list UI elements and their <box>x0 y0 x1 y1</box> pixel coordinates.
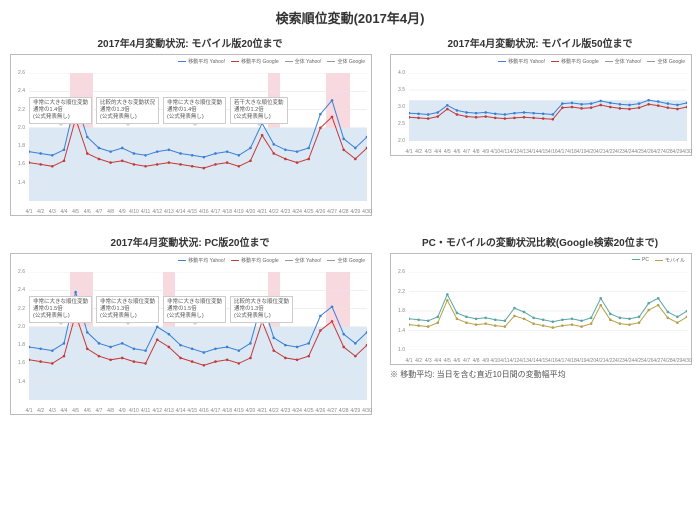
panel-mob20: 2017年4月変動状況: モバイル版20位まで 移動平均 Yahoo!移動平均 … <box>10 35 370 216</box>
callout: 比較的大きな変動状況通常の1.3倍(公式発表無し) <box>96 97 159 124</box>
legend-item: PC <box>632 257 649 264</box>
legend-item: 全体 Google <box>647 58 685 65</box>
legend-item: 移動平均 Yahoo! <box>178 58 225 65</box>
legend-item: 移動平均 Google <box>231 58 279 65</box>
chart-mob50: 移動平均 Yahoo! 移動平均 Google 全体 Yahoo! 全体 Google… <box>390 54 692 156</box>
panel-title-pc20: 2017年4月変動状況: PC版20位まで <box>10 234 370 249</box>
panel-pc20: 2017年4月変動状況: PC版20位まで 移動平均 Yahoo! 移動平均 Go… <box>10 234 370 415</box>
legend-item: 移動平均 Yahoo! <box>178 257 225 264</box>
footnote: ※ 移動平均: 当日を含む直近10日間の変動幅平均 <box>390 369 690 380</box>
panel-title-mob20: 2017年4月変動状況: モバイル版20位まで <box>10 35 370 50</box>
legend-item: 全体 Google <box>327 257 365 264</box>
chart-grid: 2017年4月変動状況: モバイル版20位まで 移動平均 Yahoo!移動平均 … <box>10 35 690 415</box>
legend-item: 全体 Google <box>327 58 365 65</box>
chart-mob20: 移動平均 Yahoo! 移動平均 Google 全体 Yahoo! 全体 Google… <box>10 54 372 216</box>
callout: 非常に大きな順位変動通常の1.5倍(公式発表無し) <box>29 296 92 323</box>
callout: 比較的大きな順位変動通常の1.3倍(公式発表無し) <box>230 296 293 323</box>
legend-item: 移動平均 Google <box>231 257 279 264</box>
legend-item: 全体 Yahoo! <box>285 58 322 65</box>
panel-title-cmp: PC・モバイルの変動状況比較(Google検索20位まで) <box>390 234 690 249</box>
callout: 非常に大きな順位変動通常の1.4倍(公式発表無し) <box>163 97 226 124</box>
callout: 非常に大きな順位変動通常の1.3倍(公式発表無し) <box>96 296 159 323</box>
panel-cmp: PC・モバイルの変動状況比較(Google検索20位まで) PCモバイル1.01… <box>390 234 690 415</box>
legend-item: 移動平均 Google <box>551 58 599 65</box>
legend-item: 全体 Yahoo! <box>285 257 322 264</box>
main-title: 検索順位変動(2017年4月) <box>10 8 690 27</box>
callout: 非常に大きな順位変動通常の1.4倍(公式発表無し) <box>29 97 92 124</box>
chart-cmp: PCモバイル1.01.41.82.22.64/14/24/34/44/54/64… <box>390 253 692 365</box>
panel-title-mob50: 2017年4月変動状況: モバイル版50位まで <box>390 35 690 50</box>
chart-pc20: 移動平均 Yahoo! 移動平均 Google 全体 Yahoo! 全体 Google… <box>10 253 372 415</box>
legend-item: 移動平均 Yahoo! <box>498 58 545 65</box>
legend-item: 全体 Yahoo! <box>605 58 642 65</box>
legend-item: モバイル <box>655 257 685 264</box>
callout: 若干大きな順位変動通常の1.2倍(公式発表無し) <box>230 97 288 124</box>
callout: 非常に大きな順位変動通常の1.5倍(公式発表無し) <box>163 296 226 323</box>
panel-mob50: 2017年4月変動状況: モバイル版50位まで 移動平均 Yahoo!移動平均 … <box>390 35 690 216</box>
